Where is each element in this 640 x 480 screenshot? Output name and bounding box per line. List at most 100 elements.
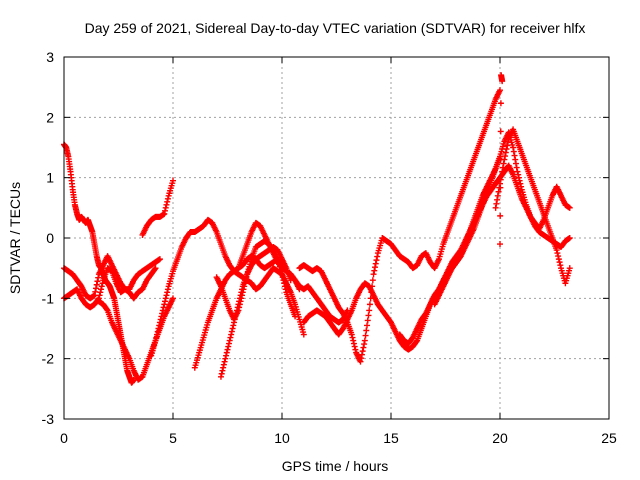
data-point xyxy=(555,253,562,260)
data-point xyxy=(96,292,103,299)
data-point xyxy=(163,292,170,299)
data-point xyxy=(229,325,236,332)
data-point xyxy=(92,288,99,295)
data-point xyxy=(164,198,171,205)
data-point xyxy=(281,283,288,290)
data-point xyxy=(234,304,241,311)
data-point xyxy=(497,212,504,219)
data-point xyxy=(366,307,373,314)
data-point xyxy=(369,277,376,284)
data-point xyxy=(164,286,171,293)
data-point xyxy=(510,148,517,155)
y-tick-label: 3 xyxy=(46,49,54,65)
data-point xyxy=(95,274,102,281)
data-point xyxy=(498,172,505,179)
data-point xyxy=(239,286,246,293)
data-point xyxy=(152,337,159,344)
data-point xyxy=(349,334,356,341)
data-point xyxy=(370,271,377,278)
data-point xyxy=(292,313,299,320)
data-point xyxy=(510,144,517,151)
data-point xyxy=(553,247,560,254)
data-point xyxy=(515,171,522,178)
satellite-track-9 xyxy=(217,244,294,380)
data-point xyxy=(350,337,357,344)
data-point xyxy=(219,367,226,374)
data-point xyxy=(159,310,166,317)
data-point xyxy=(279,271,285,278)
data-point xyxy=(170,177,176,184)
data-point xyxy=(515,174,522,181)
data-point xyxy=(162,298,169,305)
data-point xyxy=(502,149,509,156)
x-tick-label: 5 xyxy=(169,430,177,446)
data-point xyxy=(514,168,521,175)
data-point xyxy=(236,295,243,302)
data-point xyxy=(499,164,506,171)
chart-title: Day 259 of 2021, Sidereal Day-to-day VTE… xyxy=(85,20,586,36)
data-point xyxy=(161,210,168,217)
data-point xyxy=(512,160,519,167)
data-point xyxy=(280,277,287,284)
data-point xyxy=(233,310,240,317)
data-point xyxy=(557,262,564,269)
data-point xyxy=(497,128,504,135)
data-point xyxy=(554,250,561,257)
data-point xyxy=(502,153,509,160)
data-point xyxy=(156,319,163,326)
data-point xyxy=(156,322,163,329)
x-tick-label: 0 xyxy=(60,430,68,446)
data-point xyxy=(351,343,358,350)
data-point xyxy=(161,301,168,308)
satellite-track-3 xyxy=(61,253,163,302)
data-point xyxy=(499,78,506,85)
data-point xyxy=(231,316,238,323)
y-tick-label: 0 xyxy=(46,230,54,246)
data-point xyxy=(358,355,365,362)
data-point xyxy=(364,317,371,324)
data-point xyxy=(223,352,230,359)
data-point xyxy=(227,334,234,341)
data-point xyxy=(158,313,165,320)
data-point xyxy=(221,358,228,365)
data-point xyxy=(228,331,235,338)
data-point xyxy=(223,349,230,356)
data-point xyxy=(93,281,100,288)
data-point xyxy=(226,337,233,344)
x-tick-label: 10 xyxy=(274,430,290,446)
data-point xyxy=(361,337,368,344)
data-point xyxy=(372,264,379,271)
data-point xyxy=(220,364,227,371)
data-point xyxy=(160,304,167,311)
x-tick-label: 25 xyxy=(601,430,617,446)
data-point xyxy=(350,340,357,347)
data-point xyxy=(225,340,232,347)
data-point xyxy=(230,322,237,329)
data-point xyxy=(159,307,166,314)
y-tick-label: 2 xyxy=(46,109,54,125)
data-point xyxy=(225,343,232,350)
data-point xyxy=(162,207,169,214)
data-point xyxy=(151,266,158,273)
data-point xyxy=(98,286,105,293)
x-tick-label: 20 xyxy=(492,430,508,446)
data-point xyxy=(504,142,511,149)
data-point xyxy=(282,286,289,293)
data-point xyxy=(413,338,420,345)
satellite-track-15 xyxy=(492,126,573,287)
data-point xyxy=(497,176,504,183)
data-point xyxy=(373,257,380,264)
data-point xyxy=(359,348,366,355)
data-point xyxy=(492,204,499,211)
data-point xyxy=(154,328,161,335)
data-point xyxy=(513,164,520,171)
data-point xyxy=(279,274,286,281)
satellite-track-14 xyxy=(396,162,573,347)
y-tick-label: -1 xyxy=(42,290,55,306)
satellite-track-11 xyxy=(296,87,503,365)
data-point xyxy=(362,332,369,339)
data-point xyxy=(495,188,502,195)
data-point xyxy=(555,256,562,263)
data-point xyxy=(162,295,169,302)
